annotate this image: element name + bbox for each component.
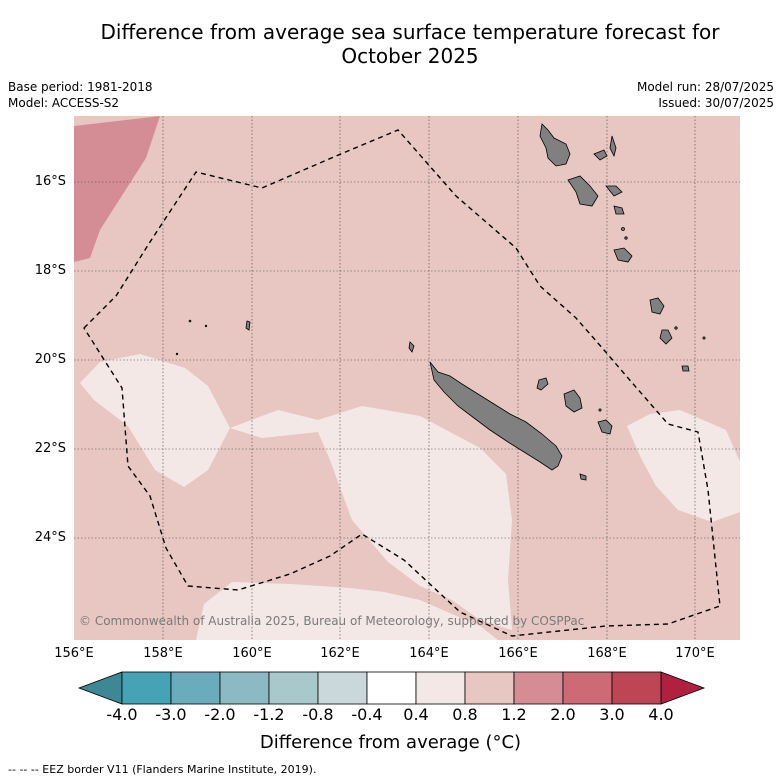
belep-island [408, 341, 415, 353]
colorbar-segment [219, 671, 270, 705]
title-line-1: Difference from average sea surface temp… [100, 20, 720, 44]
model-run: Model run: 28/07/2025 [636, 80, 774, 94]
lat-label-24s: 24°S [34, 530, 66, 545]
lon-label-168e: 168°E [587, 646, 627, 661]
colorbar-segment [366, 671, 417, 705]
colorbar-tick-label: -0.4 [351, 705, 383, 724]
colorbar-under-arrow [77, 671, 123, 705]
eez-border [83, 129, 721, 637]
pentecost [609, 135, 617, 158]
malekula [567, 175, 599, 207]
copyright-notice: © Commonwealth of Australia 2025, Bureau… [79, 614, 585, 628]
colorbar-segment [464, 671, 515, 705]
colorbar-segment [611, 671, 662, 705]
colorbar-segment [415, 671, 466, 705]
new-caledonia [429, 361, 563, 471]
chesterfield-islands [245, 320, 251, 331]
colorbar-tick-label: 2.0 [550, 705, 576, 724]
colorbar-tick-label: -0.8 [302, 705, 334, 724]
ambrym [605, 185, 623, 197]
lon-label-160e: 160°E [232, 646, 272, 661]
anomaly-field-0.4-0.8-east [627, 410, 740, 522]
lon-label-156e: 156°E [54, 646, 94, 661]
isle-of-pines [579, 473, 587, 481]
colorbar-tick-label: 0.8 [452, 705, 478, 724]
colorbar-tick-label: -2.0 [204, 705, 236, 724]
colorbar-segment [268, 671, 319, 705]
title-line-2: October 2025 [341, 44, 479, 68]
colorbar-segment [317, 671, 368, 705]
lat-label-18s: 18°S [34, 263, 66, 278]
model-name: Model: ACCESS-S2 [8, 96, 120, 110]
colorbar-segment [121, 671, 172, 705]
ouvea [536, 377, 549, 391]
epi [613, 205, 625, 215]
land-masses [175, 123, 706, 481]
colorbar-tick-label: -3.0 [155, 705, 187, 724]
lat-label-22s: 22°S [34, 441, 66, 456]
eez-footnote: -- -- -- EEZ border V11 (Flanders Marine… [8, 763, 317, 776]
colorbar-title: Difference from average (°C) [259, 732, 522, 753]
anomaly-field-0.4-0.8-west [80, 354, 230, 487]
colorbar-segment [562, 671, 613, 705]
colorbar-tick-label: 3.0 [599, 705, 625, 724]
maewo [593, 149, 608, 161]
anomaly-field-0.4-0.8-south [196, 582, 498, 640]
mare [597, 419, 613, 435]
efate [613, 247, 633, 263]
lon-label-158e: 158°E [143, 646, 183, 661]
lon-label-170e: 170°E [675, 646, 715, 661]
colorbar-segment [513, 671, 564, 705]
colorbar-tick-label: -1.2 [253, 705, 285, 724]
graticule [74, 116, 740, 640]
colorbar-tick-label: 0.4 [403, 705, 429, 724]
anomaly-field-1.2-2.0 [74, 116, 160, 262]
lifou [563, 389, 583, 413]
lat-label-20s: 20°S [34, 352, 66, 367]
anomaly-field-0.4-0.8-central [230, 406, 512, 630]
espiritu-santo [539, 123, 571, 167]
issued-date: Issued: 30/07/2025 [658, 96, 774, 110]
colorbar [77, 671, 706, 705]
erromango [649, 297, 665, 315]
colorbar-over-arrow [660, 671, 706, 705]
colorbar-tick-label: 4.0 [648, 705, 674, 724]
lon-label-166e: 166°E [498, 646, 538, 661]
lat-label-16s: 16°S [34, 174, 66, 189]
lon-label-162e: 162°E [320, 646, 360, 661]
tanna [659, 329, 673, 345]
colorbar-tick-label: 1.2 [501, 705, 527, 724]
colorbar-segment [170, 671, 221, 705]
colorbar-tick-label: -4.0 [106, 705, 138, 724]
aneityum [681, 365, 690, 372]
lon-label-164e: 164°E [409, 646, 449, 661]
base-period: Base period: 1981-2018 [8, 80, 153, 94]
